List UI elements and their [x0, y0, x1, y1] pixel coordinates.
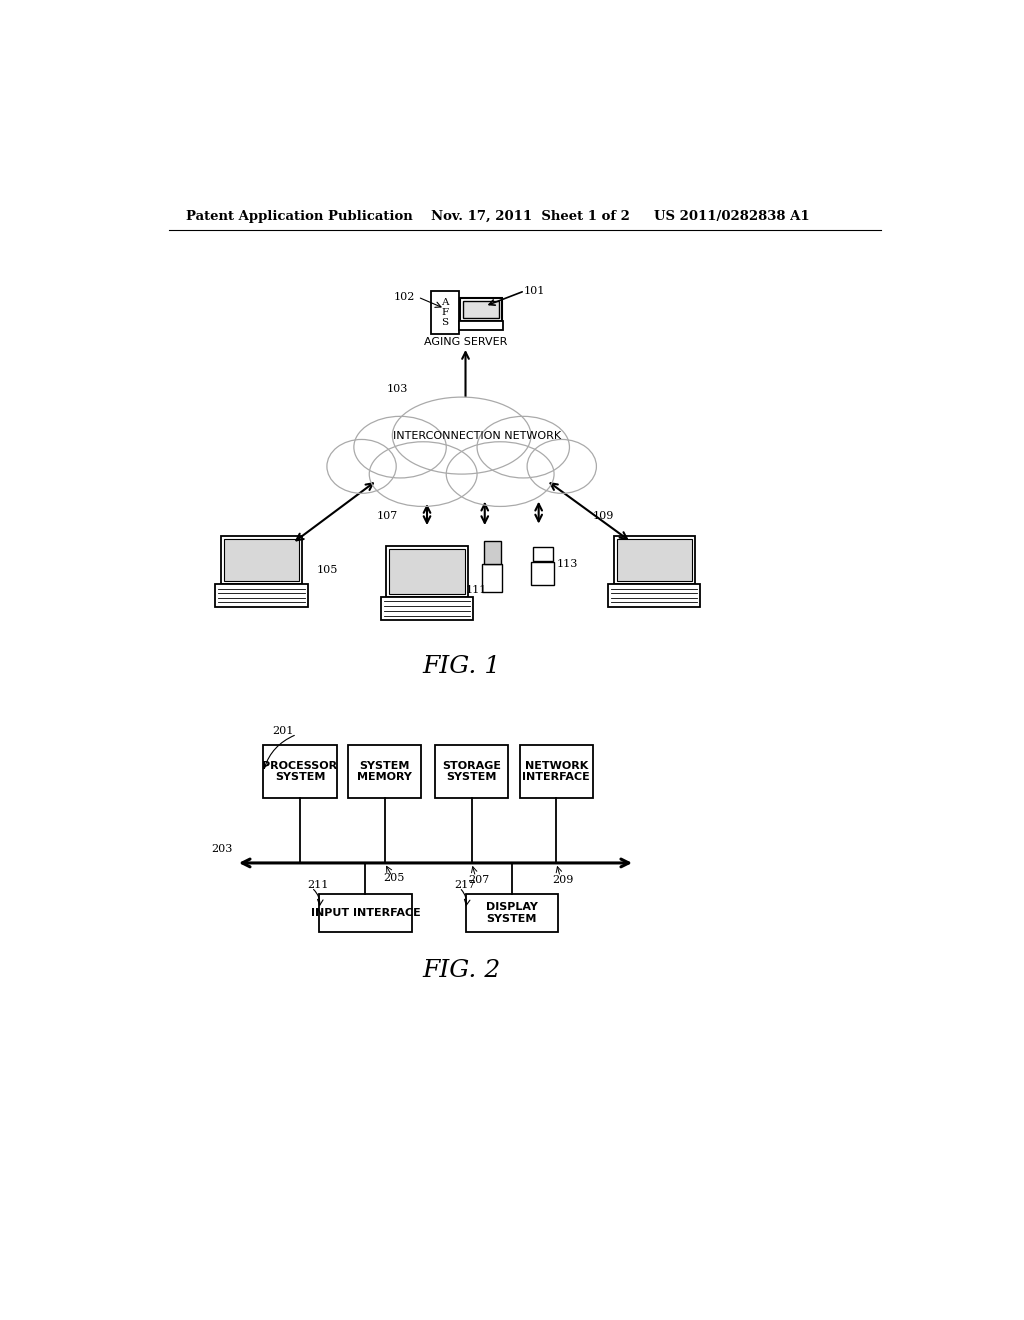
FancyBboxPatch shape [319, 894, 412, 932]
Text: 109: 109 [593, 511, 614, 521]
Text: AGING SERVER: AGING SERVER [424, 337, 507, 347]
Text: Nov. 17, 2011  Sheet 1 of 2: Nov. 17, 2011 Sheet 1 of 2 [431, 210, 630, 223]
FancyBboxPatch shape [386, 546, 468, 597]
FancyBboxPatch shape [435, 744, 508, 797]
FancyBboxPatch shape [431, 290, 459, 334]
Text: 105: 105 [316, 565, 338, 576]
FancyBboxPatch shape [263, 744, 337, 797]
Text: Patent Application Publication: Patent Application Publication [186, 210, 413, 223]
Text: 203: 203 [211, 843, 232, 854]
Ellipse shape [446, 442, 554, 507]
FancyBboxPatch shape [389, 549, 465, 594]
FancyBboxPatch shape [484, 541, 501, 564]
Text: 113: 113 [556, 560, 578, 569]
Text: 207: 207 [468, 875, 489, 884]
FancyBboxPatch shape [224, 539, 299, 581]
Text: FIG. 1: FIG. 1 [423, 655, 501, 678]
FancyBboxPatch shape [616, 539, 692, 581]
Text: 209: 209 [553, 875, 573, 884]
FancyBboxPatch shape [381, 597, 473, 620]
FancyBboxPatch shape [531, 562, 554, 585]
Ellipse shape [327, 440, 396, 494]
FancyBboxPatch shape [466, 894, 558, 932]
FancyBboxPatch shape [532, 548, 553, 561]
FancyBboxPatch shape [613, 536, 695, 585]
Text: NETWORK
INTERFACE: NETWORK INTERFACE [522, 760, 590, 783]
Ellipse shape [477, 416, 569, 478]
Text: 201: 201 [272, 726, 294, 737]
FancyBboxPatch shape [482, 564, 503, 591]
Text: 103: 103 [386, 384, 408, 395]
Text: INTERCONNECTION NETWORK: INTERCONNECTION NETWORK [393, 430, 561, 441]
Text: A
F
S: A F S [441, 297, 449, 327]
Text: PROCESSOR
SYSTEM: PROCESSOR SYSTEM [262, 760, 338, 783]
Text: 217: 217 [454, 879, 475, 890]
Text: 111: 111 [466, 585, 486, 594]
Text: US 2011/0282838 A1: US 2011/0282838 A1 [654, 210, 810, 223]
FancyBboxPatch shape [221, 536, 302, 585]
Text: FIG. 2: FIG. 2 [423, 960, 501, 982]
Ellipse shape [370, 442, 477, 507]
FancyBboxPatch shape [520, 744, 593, 797]
FancyBboxPatch shape [459, 321, 503, 330]
Ellipse shape [392, 397, 531, 474]
FancyBboxPatch shape [215, 585, 307, 607]
Text: 205: 205 [383, 874, 404, 883]
FancyBboxPatch shape [348, 744, 421, 797]
Text: SYSTEM
MEMORY: SYSTEM MEMORY [357, 760, 412, 783]
Ellipse shape [354, 416, 446, 478]
FancyBboxPatch shape [460, 297, 502, 321]
FancyBboxPatch shape [608, 585, 700, 607]
Text: INPUT INTERFACE: INPUT INTERFACE [310, 908, 420, 917]
Text: STORAGE
SYSTEM: STORAGE SYSTEM [442, 760, 501, 783]
Text: 102: 102 [394, 292, 416, 302]
Ellipse shape [527, 440, 596, 494]
Text: DISPLAY
SYSTEM: DISPLAY SYSTEM [485, 902, 538, 924]
Text: 211: 211 [307, 879, 329, 890]
Text: 101: 101 [523, 286, 545, 296]
FancyBboxPatch shape [463, 301, 499, 318]
Text: 107: 107 [377, 511, 398, 521]
